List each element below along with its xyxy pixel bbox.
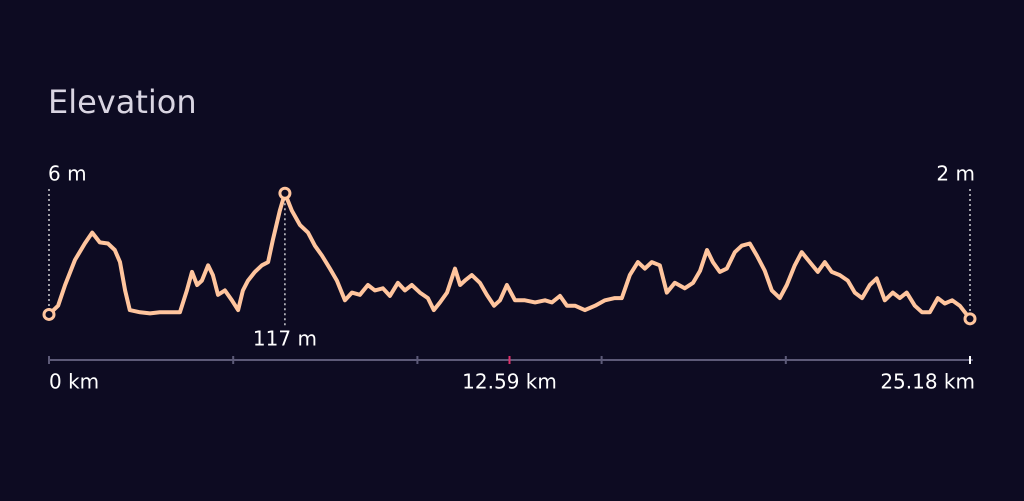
annotation-marker: [278, 186, 292, 200]
annotation-label: 2 m: [936, 162, 975, 186]
x-tick-label: 25.18 km: [880, 370, 975, 394]
annotation-label: 6 m: [48, 162, 87, 186]
x-tick-label: 12.59 km: [462, 370, 557, 394]
x-tick-label: 0 km: [49, 370, 99, 394]
annotation-label: 117 m: [253, 327, 317, 351]
annotation-marker: [42, 307, 56, 321]
chart-title: Elevation: [48, 83, 197, 121]
annotation-marker: [963, 312, 977, 326]
elevation-line: [47, 191, 972, 321]
